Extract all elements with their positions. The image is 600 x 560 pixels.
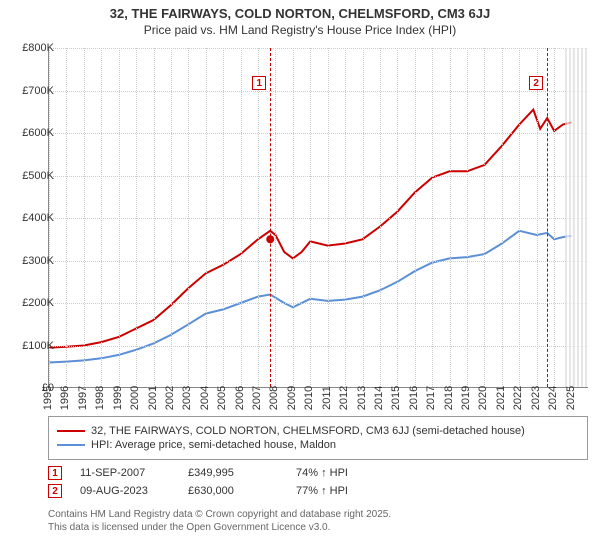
x-tick-label: 1998: [94, 386, 106, 410]
x-tick-label: 2024: [547, 386, 559, 410]
forecast-band: [565, 48, 589, 387]
x-tick-label: 2020: [477, 386, 489, 410]
y-tick-label: £500K: [6, 170, 54, 182]
plot-area: 12: [48, 48, 588, 388]
x-tick-label: 2014: [373, 386, 385, 410]
legend-swatch: [57, 430, 85, 432]
transaction-marker: 1: [48, 466, 62, 480]
transaction-hpi: 77% ↑ HPI: [296, 485, 386, 497]
legend-row: 32, THE FAIRWAYS, COLD NORTON, CHELMSFOR…: [57, 425, 579, 437]
sale-marker-box: 2: [529, 76, 543, 90]
footer-line: This data is licensed under the Open Gov…: [48, 521, 588, 534]
x-tick-label: 2016: [408, 386, 420, 410]
legend-row: HPI: Average price, semi-detached house,…: [57, 439, 579, 451]
title-block: 32, THE FAIRWAYS, COLD NORTON, CHELMSFOR…: [0, 0, 600, 37]
transaction-row: 1 11-SEP-2007 £349,995 74% ↑ HPI: [48, 466, 588, 480]
x-tick-label: 2015: [390, 386, 402, 410]
sale-marker-line: [270, 48, 271, 387]
x-tick-label: 2012: [338, 386, 350, 410]
x-tick-label: 1996: [59, 386, 71, 410]
transactions-table: 1 11-SEP-2007 £349,995 74% ↑ HPI 2 09-AU…: [48, 466, 588, 498]
y-tick-label: £300K: [6, 255, 54, 267]
x-tick-label: 2009: [286, 386, 298, 410]
x-tick-label: 2022: [512, 386, 524, 410]
x-tick-label: 2017: [425, 386, 437, 410]
x-tick-label: 1999: [112, 386, 124, 410]
y-tick-label: £200K: [6, 297, 54, 309]
transaction-date: 11-SEP-2007: [80, 467, 170, 479]
x-tick-label: 2011: [321, 386, 333, 410]
x-tick-label: 2018: [443, 386, 455, 410]
x-tick-label: 2007: [251, 386, 263, 410]
x-tick-label: 2023: [530, 386, 542, 410]
transaction-row: 2 09-AUG-2023 £630,000 77% ↑ HPI: [48, 484, 588, 498]
x-tick-label: 1997: [77, 386, 89, 410]
title-line-1: 32, THE FAIRWAYS, COLD NORTON, CHELMSFOR…: [0, 6, 600, 21]
x-tick-label: 2003: [181, 386, 193, 410]
legend-label: 32, THE FAIRWAYS, COLD NORTON, CHELMSFOR…: [91, 425, 525, 437]
x-tick-label: 2013: [356, 386, 368, 410]
x-tick-label: 2006: [234, 386, 246, 410]
y-tick-label: £700K: [6, 85, 54, 97]
transaction-date: 09-AUG-2023: [80, 485, 170, 497]
y-tick-label: £800K: [6, 42, 54, 54]
x-tick-label: 2025: [565, 386, 577, 410]
x-tick-label: 2002: [164, 386, 176, 410]
x-tick-label: 2010: [303, 386, 315, 410]
transaction-marker: 2: [48, 484, 62, 498]
footer-line: Contains HM Land Registry data © Crown c…: [48, 508, 588, 521]
chart-container: 32, THE FAIRWAYS, COLD NORTON, CHELMSFOR…: [0, 0, 600, 560]
x-tick-label: 2004: [199, 386, 211, 410]
transaction-price: £349,995: [188, 467, 278, 479]
x-tick-label: 1995: [42, 386, 54, 410]
legend-and-footer: 32, THE FAIRWAYS, COLD NORTON, CHELMSFOR…: [48, 416, 588, 534]
sale-marker-line: [547, 48, 548, 387]
footer: Contains HM Land Registry data © Crown c…: [48, 508, 588, 534]
transaction-hpi: 74% ↑ HPI: [296, 467, 386, 479]
x-tick-label: 2001: [147, 386, 159, 410]
x-tick-label: 2000: [129, 386, 141, 410]
title-line-2: Price paid vs. HM Land Registry's House …: [0, 23, 600, 37]
y-tick-label: £400K: [6, 212, 54, 224]
sale-marker-box: 1: [252, 76, 266, 90]
x-tick-label: 2021: [495, 386, 507, 410]
x-tick-label: 2008: [268, 386, 280, 410]
legend-label: HPI: Average price, semi-detached house,…: [91, 439, 336, 451]
legend-box: 32, THE FAIRWAYS, COLD NORTON, CHELMSFOR…: [48, 416, 588, 460]
transaction-price: £630,000: [188, 485, 278, 497]
x-tick-label: 2005: [216, 386, 228, 410]
x-tick-label: 2019: [460, 386, 472, 410]
y-tick-label: £100K: [6, 340, 54, 352]
legend-swatch: [57, 444, 85, 446]
y-tick-label: £600K: [6, 127, 54, 139]
